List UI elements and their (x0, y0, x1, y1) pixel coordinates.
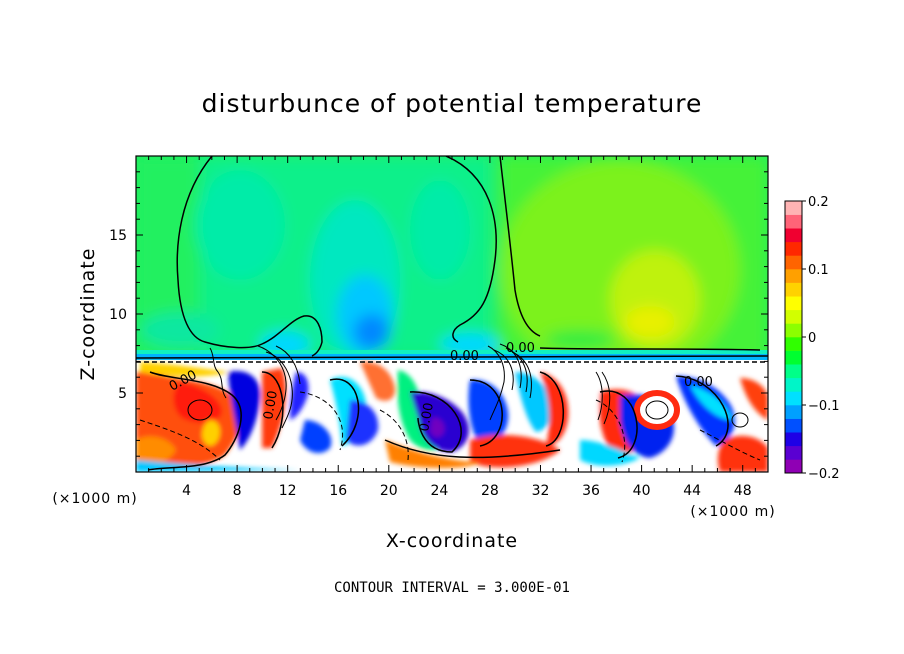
colorbar-cell (785, 323, 802, 338)
x-tick-label: 28 (481, 483, 499, 499)
colorbar-cell (785, 405, 802, 419)
colorbar-cell (785, 201, 802, 215)
x-unit-label-right: (×1000 m) (690, 504, 775, 520)
colorbar-tick-label: −0.2 (808, 467, 840, 482)
colorbar-cell (785, 255, 802, 270)
x-tick-label: 24 (430, 483, 448, 499)
chart-title: disturbunce of potential temperature (202, 89, 703, 118)
contour-label: 0.00 (450, 349, 479, 364)
x-tick-label: 48 (734, 483, 752, 499)
colorbar-cell (785, 296, 802, 311)
contour-label: 0.00 (506, 341, 535, 356)
x-tick-label: 16 (329, 483, 347, 499)
x-unit-label-left: (×1000 m) (52, 491, 137, 507)
colorbar-cell (785, 364, 802, 379)
x-tick-label: 44 (683, 483, 701, 499)
y-tick-label: 5 (118, 386, 127, 402)
colorbar: 0.2 0.1 0 −0.1 −0.2 (784, 195, 840, 482)
colorbar-tick-label: 0.2 (808, 195, 829, 210)
colorbar-tick-label: 0.1 (808, 263, 829, 278)
x-tick-label: 4 (182, 483, 191, 499)
contour-lines (136, 156, 768, 471)
x-tick-label: 20 (380, 483, 398, 499)
colorbar-cell (785, 337, 802, 351)
colorbar-cell (785, 228, 802, 243)
colorbar-cell (785, 214, 802, 229)
colorbar-tick-label: −0.1 (808, 399, 840, 414)
contour-label: 0.00 (261, 390, 281, 421)
colorbar-cell (785, 309, 802, 324)
colorbar-cell (785, 418, 802, 433)
x-tick-label: 8 (233, 483, 242, 499)
contour-interval-note: CONTOUR INTERVAL = 3.000E-01 (334, 580, 570, 596)
colorbar-cell (785, 282, 802, 297)
y-tick-label: 15 (109, 228, 127, 244)
x-axis-ticks: 4 8 12 16 20 24 28 32 36 40 44 48 (148, 156, 756, 499)
colorbar-tick-label: 0 (808, 331, 816, 346)
x-tick-label: 32 (532, 483, 550, 499)
contour-lines-dashed (139, 391, 761, 463)
contour-label: 0.00 (684, 375, 713, 390)
x-axis-label: X-coordinate (386, 530, 518, 552)
x-tick-label: 12 (279, 483, 297, 499)
colorbar-cell (785, 269, 802, 283)
colorbar-cell (785, 377, 802, 392)
x-tick-label: 36 (582, 483, 600, 499)
colorbar-cell (785, 350, 802, 365)
x-tick-label: 40 (633, 483, 651, 499)
colorbar-cells (785, 201, 802, 474)
colorbar-labels: 0.2 0.1 0 −0.1 −0.2 (802, 195, 840, 482)
field-upper (136, 156, 768, 380)
colorbar-cell (785, 459, 802, 474)
y-axis-ticks: 5 10 15 (109, 171, 768, 457)
field-lower (136, 360, 768, 472)
contour-lines-dense (209, 343, 611, 429)
colorbar-cell (785, 432, 802, 447)
y-tick-label: 10 (109, 307, 127, 323)
colorbar-cell (785, 445, 802, 460)
colorbar-cell (785, 241, 802, 256)
y-axis-label: Z-coordinate (77, 248, 99, 381)
contour-label: 0.00 (417, 402, 437, 433)
plot-area: 0.00 0.00 0.00 0.00 0.00 0.00 (136, 156, 768, 472)
colorbar-cell (785, 391, 802, 406)
